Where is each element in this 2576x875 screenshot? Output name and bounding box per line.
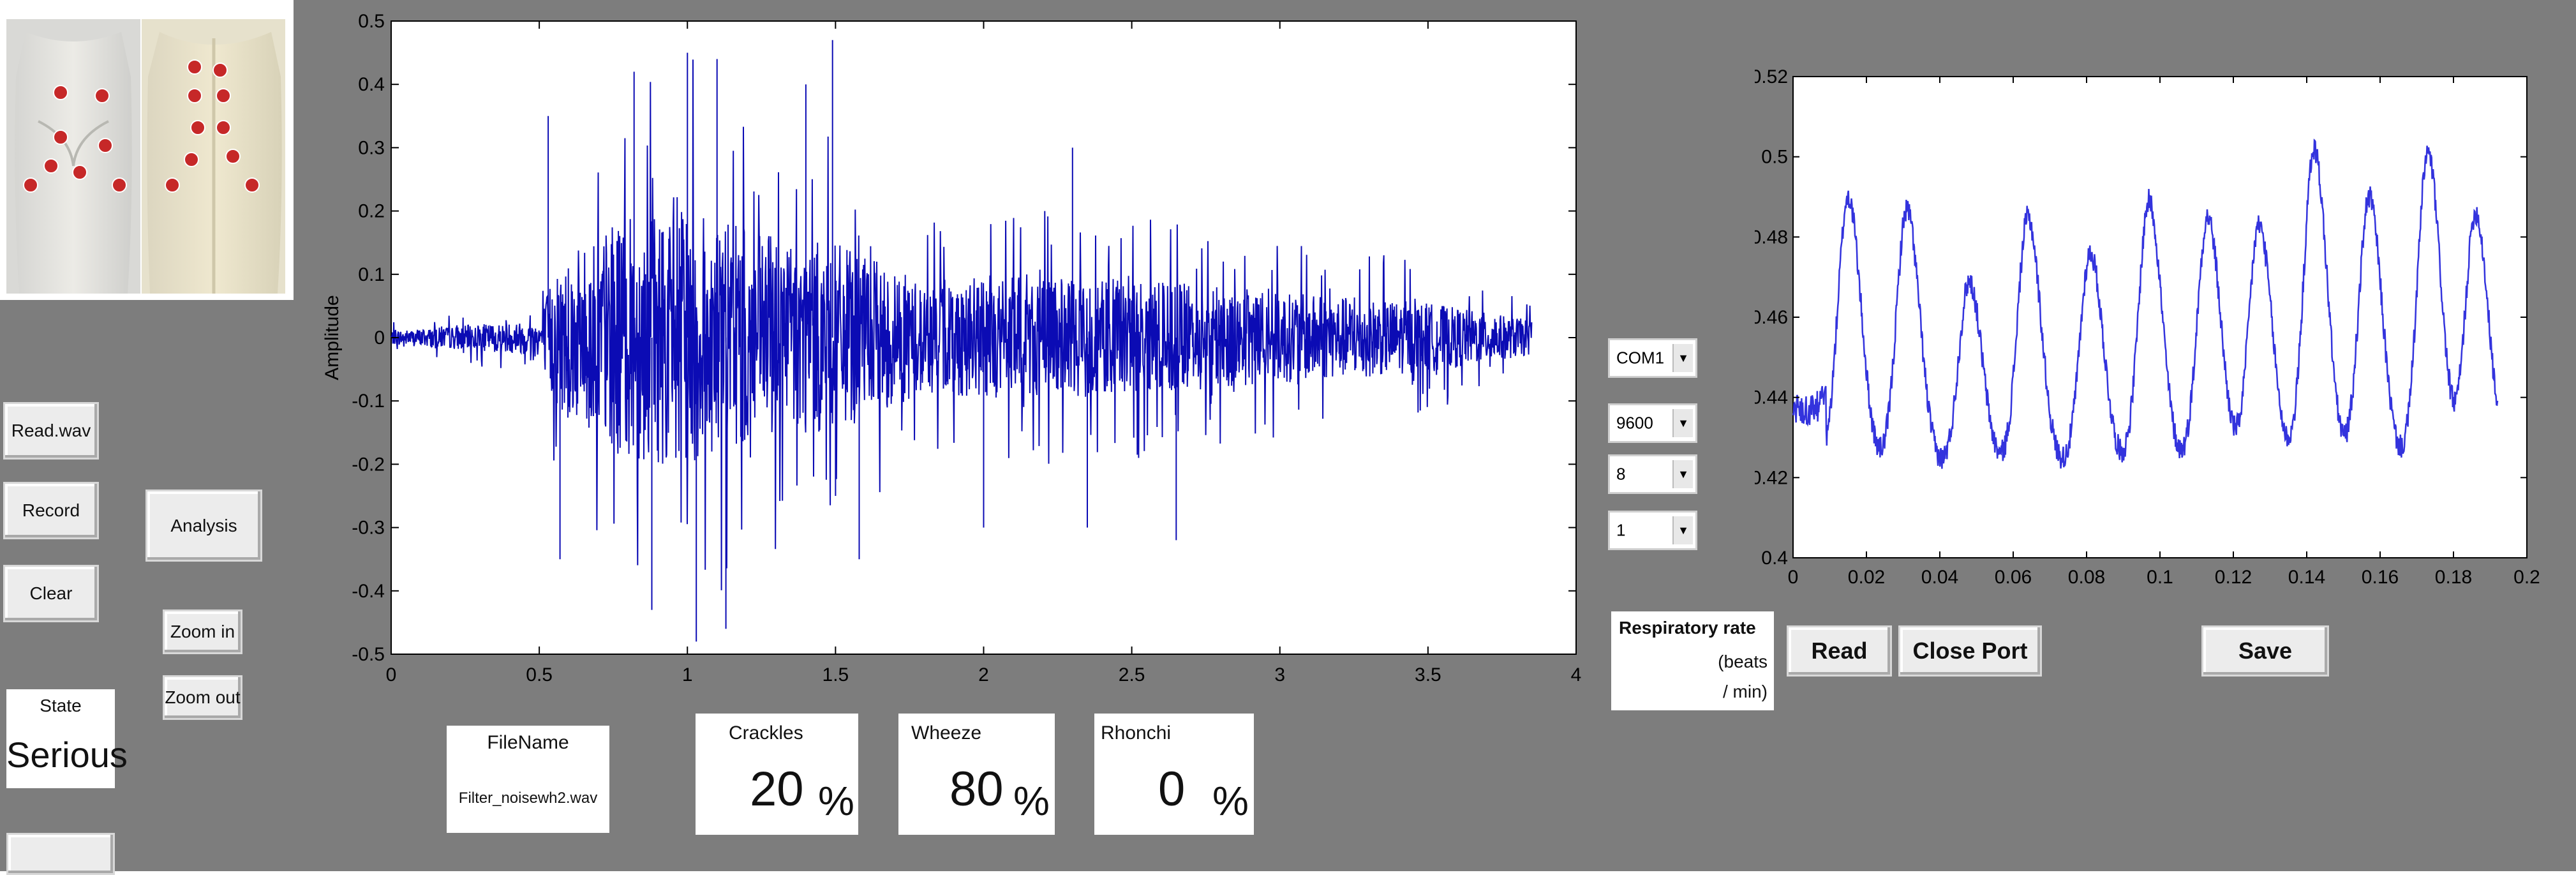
respiratory-rate-unit-2: / min) [1723,682,1768,701]
y-tick-label: 0.4 [358,74,385,95]
x-tick-label: 0.06 [1995,567,2032,588]
y-tick-label: 0.42 [1755,467,1788,488]
x-tick-label: 0.1 [2147,567,2173,588]
x-tick-label: 0.2 [2513,567,2540,588]
zoom-in-button[interactable]: Zoom in [163,610,242,654]
stop-bits-value: 1 [1616,520,1626,540]
x-tick-label: 4 [1571,664,1582,685]
y-tick-label: 0.46 [1755,307,1788,328]
respiratory-rate-unit-1: (beats [1718,652,1768,671]
y-tick-label: -0.3 [352,518,385,539]
waveform-chart: 0 0.5 1 1.5 2 2.5 3 3.5 4 0.5 0.4 0.3 0.2 0.1 0 -0.1 -0.… [322,11,1582,685]
x-tick-label: 3.5 [1415,664,1441,685]
x-tick-label: 0.02 [1848,567,1885,588]
y-tick-label: 0.48 [1755,227,1788,248]
rhonchi-unit: % [1212,778,1249,824]
x-tick-label: 0.08 [2068,567,2105,588]
chevron-down-icon: ▼ [1672,409,1693,437]
wheeze-label: Wheeze [911,722,982,744]
port-select[interactable]: COM1 ▼ [1608,338,1697,378]
data-bits-value: 8 [1616,464,1626,484]
x-tick-label: 1.5 [823,664,849,685]
filename-value: Filter_noisewh2.wav [458,789,598,807]
y-tick-label: 0.1 [358,264,385,285]
x-tick-label: 0 [1788,567,1799,588]
chevron-down-icon: ▼ [1672,460,1693,488]
read-button[interactable]: Read [1787,625,1892,677]
y-tick-label: 0.44 [1755,387,1788,408]
x-tick-label: 0.14 [2288,567,2325,588]
y-tick-label: -0.1 [352,391,385,412]
y-tick-label: 0.4 [1761,548,1788,569]
close-port-button[interactable]: Close Port [1898,625,2042,677]
y-axis-label: Amplitude [322,295,343,380]
rhonchi-value: 0 [1158,762,1186,816]
respiratory-signal-chart: 0 0.02 0.04 0.06 0.08 0.1 0.12 0.14 0.16 0.18 0.2 0… [1755,66,2540,588]
x-tick-label: 3 [1274,664,1285,685]
respiratory-series-line [1792,138,2499,469]
respiratory-rate-panel: Respiratory rate (beats / min) [1611,611,1774,710]
crackles-label: Crackles [729,722,803,744]
x-tick-label: 2 [978,664,989,685]
wheeze-unit: % [1013,778,1050,824]
respiratory-rate-label: Respiratory rate [1619,618,1756,638]
wheeze-value: 80 [949,762,1004,816]
y-tick-label: 0.5 [358,11,385,32]
wheeze-panel: Wheeze 80 % [898,714,1055,835]
y-tick-label: 0.2 [358,201,385,222]
crackles-value: 20 [750,762,804,816]
x-tick-label: 0 [386,664,397,685]
port-value: COM1 [1616,348,1665,368]
x-tick-label: 1 [682,664,693,685]
filename-panel: FileName Filter_noisewh2.wav [447,726,609,833]
plot-area [1792,76,2528,558]
crackles-unit: % [818,778,854,824]
state-panel: State Serious [6,689,128,788]
chest-auscultation-image [0,0,294,300]
y-tick-label: -0.2 [352,454,385,475]
data-bits-select[interactable]: 8 ▼ [1608,454,1697,494]
state-value: Serious [6,735,128,775]
x-tick-label: 0.16 [2362,567,2399,588]
filename-label: FileName [487,732,569,753]
baud-value: 9600 [1616,413,1653,433]
body-diagram-icon [6,19,285,294]
y-tick-label: 0.52 [1755,66,1788,87]
y-tick-label: 0 [374,327,385,348]
y-tick-label: -0.4 [352,581,385,602]
exit-button[interactable] [6,833,115,875]
analysis-button[interactable]: Analysis [145,490,262,562]
y-tick-label: 0.5 [1761,147,1788,168]
zoom-out-button[interactable]: Zoom out [163,675,242,720]
x-tick-label: 0.5 [526,664,553,685]
clear-button[interactable]: Clear [3,565,99,622]
x-tick-label: 0.12 [2215,567,2252,588]
rhonchi-panel: Rhonchi 0 % [1094,714,1254,835]
rhonchi-label: Rhonchi [1101,722,1172,744]
y-tick-label: -0.5 [352,644,385,665]
waveform-series-line [391,40,1533,642]
x-tick-label: 2.5 [1119,664,1145,685]
save-button[interactable]: Save [2201,625,2329,677]
stop-bits-select[interactable]: 1 ▼ [1608,511,1697,550]
x-tick-label: 0.04 [1921,567,1958,588]
record-button[interactable]: Record [3,482,99,539]
chevron-down-icon: ▼ [1672,344,1693,372]
read-wav-button[interactable]: Read.wav [3,402,99,460]
x-tick-label: 0.18 [2435,567,2472,588]
crackles-panel: Crackles 20 % [696,714,858,835]
baud-select[interactable]: 9600 ▼ [1608,403,1697,443]
state-label: State [40,696,82,715]
chevron-down-icon: ▼ [1672,516,1693,544]
y-tick-label: 0.3 [358,137,385,158]
